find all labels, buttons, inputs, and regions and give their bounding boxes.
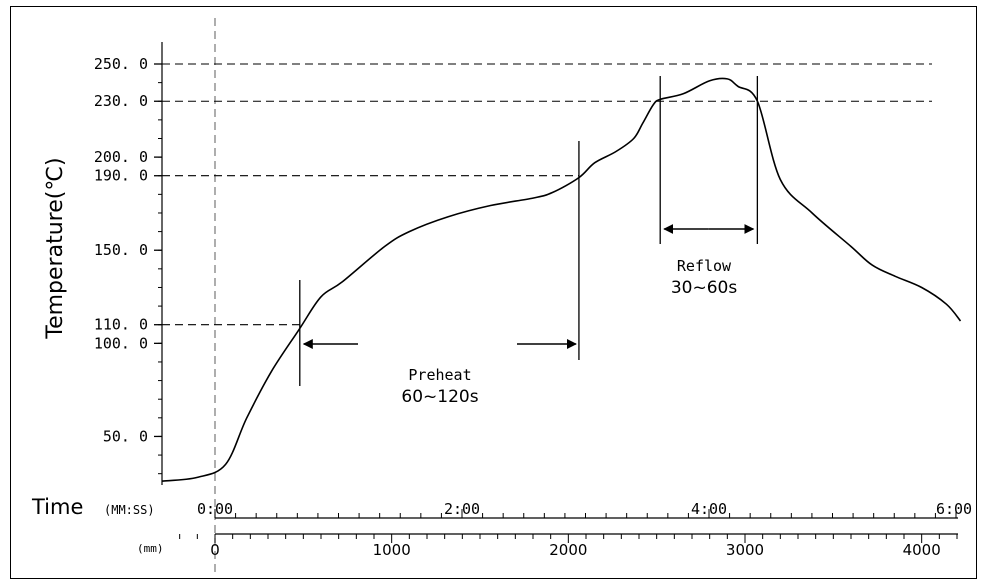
distance-axis-unit: (mm) [137, 542, 164, 555]
y-tick-label: 200. 0 [94, 148, 148, 166]
distance-tick-label: 3000 [726, 541, 764, 559]
y-tick-label: 230. 0 [94, 92, 148, 110]
y-tick-label: 100. 0 [94, 334, 148, 352]
y-tick-label: 250. 0 [94, 55, 148, 73]
time-axis-unit: (MM:SS) [104, 503, 155, 517]
x-axis-label: Time [31, 495, 83, 519]
distance-tick-label: 1000 [373, 541, 411, 559]
temperature-profile-line [161, 77, 962, 482]
time-tick-label: 2:00 [444, 500, 480, 518]
y-tick-label: 110. 0 [94, 316, 148, 334]
y-tick-label: 150. 0 [94, 241, 148, 259]
time-tick-label: 6:00 [936, 500, 972, 518]
distance-tick-label: 2000 [549, 541, 587, 559]
time-tick-label: 4:00 [691, 500, 727, 518]
preheat-label: Preheat [408, 366, 471, 384]
reflow-range-label: 30~60s [671, 278, 738, 298]
y-tick-label: 190. 0 [94, 167, 148, 185]
reflow-label: Reflow [677, 257, 732, 275]
time-tick-label: 0:00 [197, 500, 233, 518]
preheat-range-label: 60~120s [401, 387, 478, 407]
distance-tick-label: 0 [210, 541, 220, 559]
y-axis-label: Temperature(℃) [43, 157, 68, 339]
y-tick-label: 50. 0 [103, 427, 148, 445]
distance-tick-label: 4000 [903, 541, 941, 559]
